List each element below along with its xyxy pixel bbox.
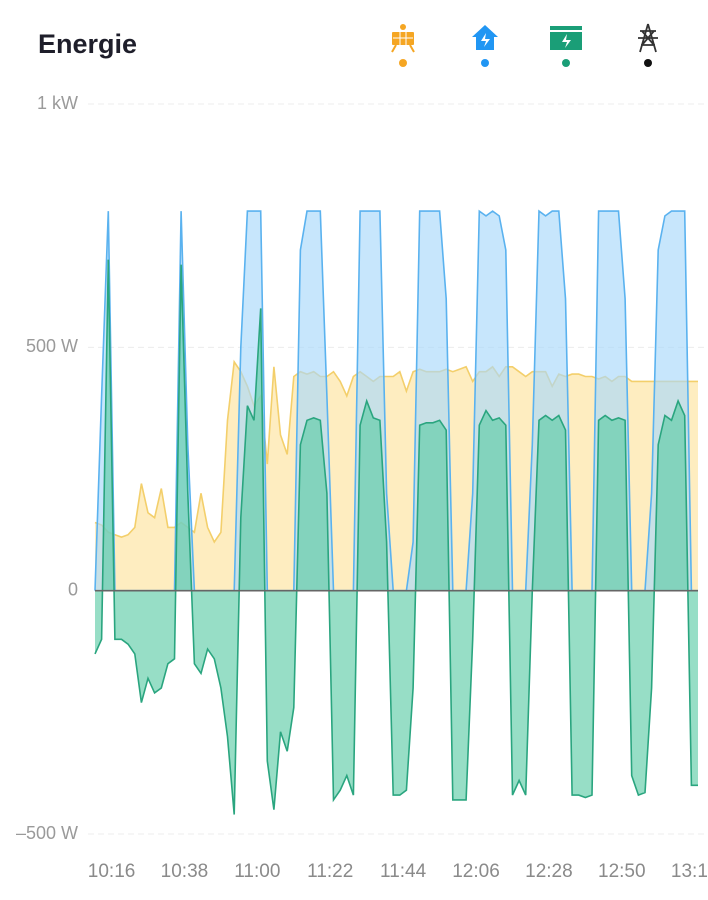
legend-dot (481, 59, 489, 67)
legend-grid-icon (638, 23, 658, 53)
legend-home-icon (472, 25, 498, 50)
legend-dot (399, 59, 407, 67)
area-line (94, 259, 698, 815)
x-tick-label: 11:00 (234, 861, 280, 882)
x-tick-label: 11:44 (380, 861, 427, 882)
x-tick-label: 12:50 (598, 861, 646, 882)
plot-area: 1 kW 500 W 0 –500 W 10:16 10:38 11:00 11:22 11:4… (16, 93, 708, 882)
legend-battery-icon (550, 26, 582, 50)
legend-dot (644, 59, 652, 67)
legend-solar-icon (391, 24, 415, 53)
y-tick-label: 1 kW (37, 93, 78, 113)
legend (391, 23, 658, 67)
x-tick-label: 11:22 (307, 861, 353, 882)
legend-dot (562, 59, 570, 67)
x-tick-label: 12:06 (452, 861, 500, 882)
x-tick-label: 13:12 (671, 861, 708, 882)
x-tick-label: 12:28 (525, 861, 573, 882)
y-tick-label: 500 W (26, 336, 78, 356)
y-tick-label: –500 W (16, 823, 78, 843)
area-fill (95, 259, 698, 815)
y-tick-label: 0 (68, 579, 78, 599)
x-tick-label: 10:16 (88, 861, 136, 882)
x-tick-label: 10:38 (161, 861, 209, 882)
chart-title: Energie (38, 29, 137, 59)
